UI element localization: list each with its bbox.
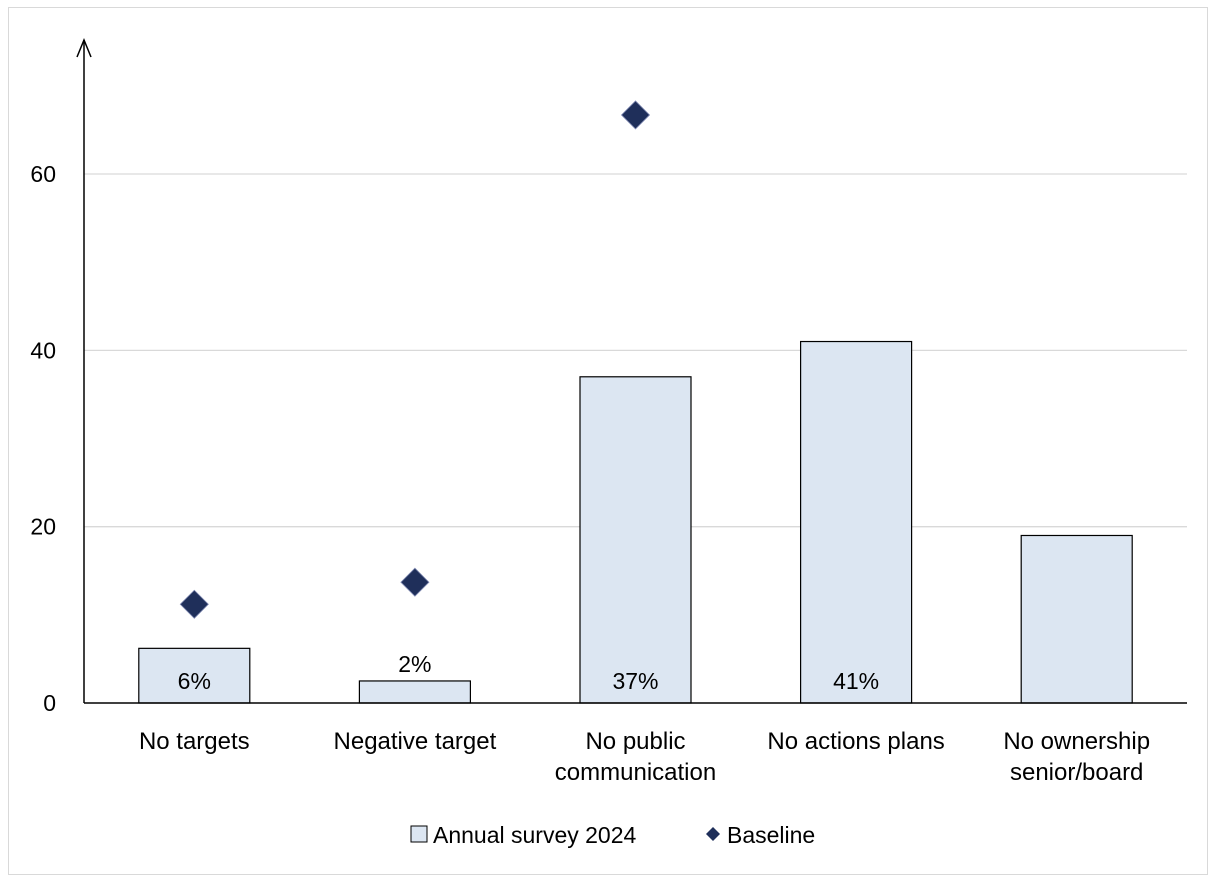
baseline-series [179,100,651,619]
bar-1 [358,680,471,704]
bar-4 [1020,534,1133,704]
bar-3 [799,340,913,704]
bar-series [138,340,1133,704]
legend-label: Annual survey 2024 [433,822,637,848]
y-tick-label: 20 [30,514,56,540]
x-tick-label: senior/board [1010,759,1143,786]
y-tick-label: 0 [43,690,56,716]
x-tick-label: Negative target [334,728,497,755]
bar-data-label: 37% [612,668,658,694]
y-tick-label: 60 [30,161,56,187]
y-tick-label: 40 [30,337,56,363]
legend-label: Baseline [727,822,815,848]
x-tick-label: communication [555,759,716,786]
bar-data-label: 2% [398,651,431,677]
legend: Annual survey 2024 Baseline [410,822,815,848]
bar-data-label: 41% [833,668,879,694]
bar-data-label: 6% [178,668,211,694]
chart-frame [8,7,1208,875]
baseline-marker-1 [400,567,430,597]
x-tick-label: No targets [139,728,250,755]
labels: 6% 2% 37% 41% No targets Negative target No pu… [139,651,1150,786]
x-tick-label: No ownership [1003,728,1150,755]
baseline-marker-2 [620,100,651,130]
axes: 0 20 40 60 [30,38,1187,716]
x-tick-label: No actions plans [767,728,944,755]
baseline-marker-0 [179,589,209,619]
y-axis-arrow [76,38,92,58]
x-tick-label: No public [585,728,685,755]
legend-swatch-bar [410,825,428,843]
bar-2 [579,376,692,704]
legend-swatch-diamond [706,827,720,841]
bar-0 [138,647,251,704]
